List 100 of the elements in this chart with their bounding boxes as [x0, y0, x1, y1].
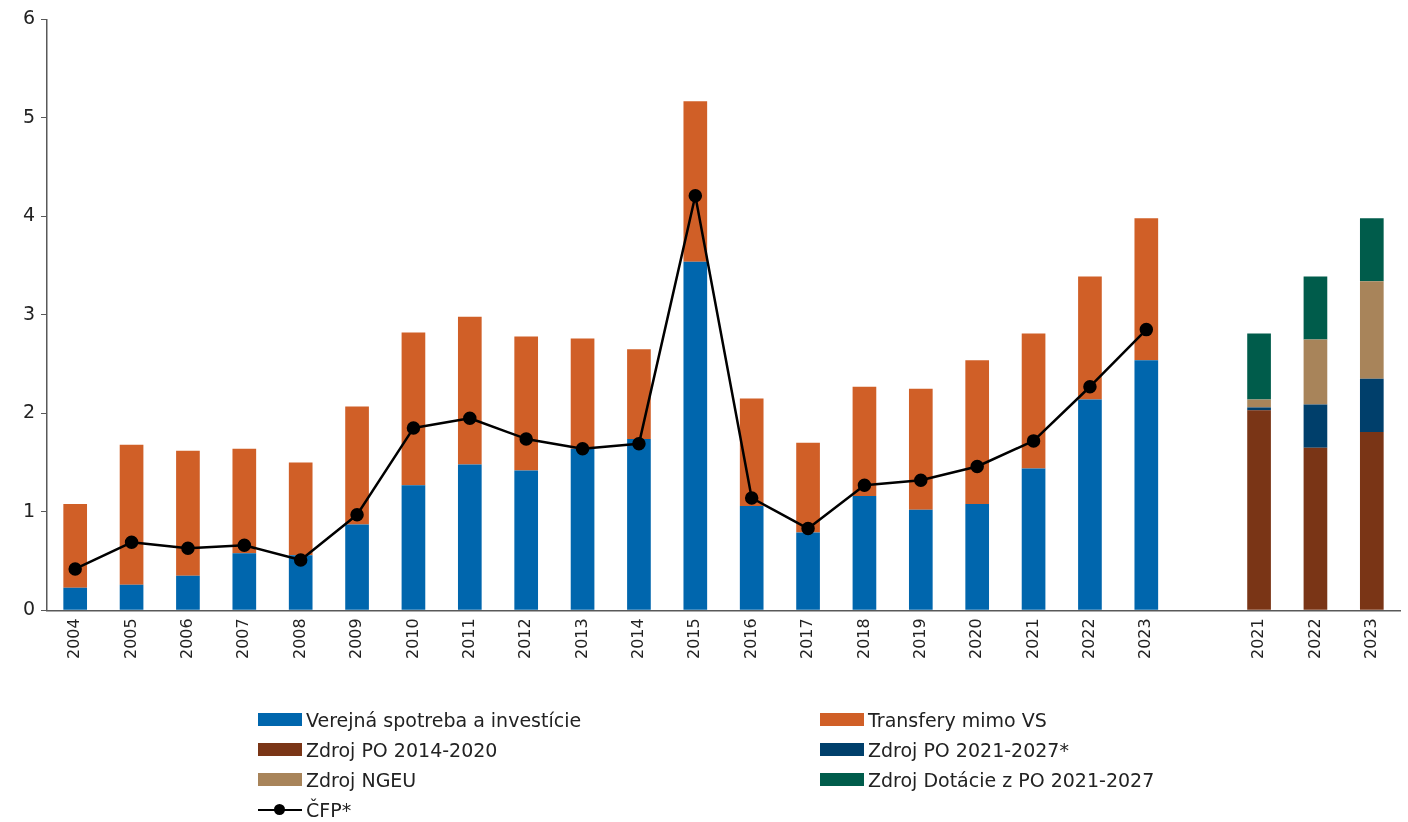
- bar: [1021, 468, 1046, 610]
- x-tick-label: 2020: [966, 618, 986, 659]
- bar: [119, 584, 144, 610]
- point: [857, 478, 872, 492]
- bar: [1303, 276, 1328, 340]
- bar: [1078, 276, 1102, 400]
- bar: [1021, 333, 1046, 469]
- bar: [1303, 404, 1328, 448]
- bar: [1247, 407, 1271, 411]
- point: [801, 521, 815, 536]
- x-tick-label: 2021: [1022, 618, 1042, 659]
- bar: [796, 442, 820, 533]
- x-tick-label: 2017: [797, 618, 817, 659]
- y-tick-label: 6: [22, 6, 35, 29]
- x-tick-label: 2023: [1360, 618, 1380, 659]
- bar: [908, 509, 933, 610]
- bar: [119, 444, 144, 585]
- bar: [1303, 339, 1328, 405]
- y-tick-label: 1: [22, 498, 35, 521]
- point: [293, 553, 308, 567]
- point: [1139, 322, 1154, 337]
- legend-label: Verejná spotreba a investície: [306, 708, 582, 731]
- legend-label: Zdroj Dotácie z PO 2021-2027: [868, 768, 1155, 791]
- bar: [1359, 218, 1384, 282]
- x-tick-label: 2022: [1079, 618, 1099, 659]
- bar: [514, 470, 539, 610]
- x-tick-label: 2012: [515, 618, 535, 659]
- point: [237, 538, 252, 553]
- bar: [1078, 399, 1102, 610]
- point: [1026, 434, 1041, 448]
- x-tick-label: 2008: [289, 618, 309, 659]
- bar: [1303, 447, 1328, 610]
- bar: [1247, 333, 1271, 400]
- x-tick-label: 2023: [1135, 618, 1155, 659]
- y-tick-label: 4: [22, 203, 35, 226]
- legend-label: Zdroj NGEU: [306, 768, 417, 791]
- x-tick-label: 2007: [233, 618, 253, 659]
- x-tick-label: 2022: [1304, 618, 1324, 659]
- bar: [1247, 410, 1271, 610]
- bar: [457, 316, 482, 465]
- point: [406, 421, 421, 435]
- bar: [345, 524, 369, 610]
- bar: [739, 505, 764, 610]
- y-tick-label: 5: [22, 104, 35, 127]
- bar: [796, 532, 820, 610]
- bar: [908, 388, 933, 510]
- bar: [965, 360, 990, 504]
- bar: [63, 503, 88, 588]
- x-tick-label: 2018: [853, 618, 873, 659]
- point: [1083, 379, 1097, 394]
- bar: [627, 349, 651, 439]
- x-tick-label: 2014: [628, 618, 648, 659]
- bar: [852, 386, 877, 497]
- legend-label: ČFP*: [306, 798, 352, 821]
- x-tick-label: 2019: [909, 618, 929, 659]
- y-tick-label: 2: [22, 400, 35, 423]
- legend-label: Transfery mimo VS: [868, 708, 1047, 731]
- point: [68, 562, 82, 576]
- bar: [570, 338, 595, 449]
- x-tick-label: 2011: [458, 618, 478, 659]
- bar: [232, 553, 257, 610]
- point: [914, 473, 928, 488]
- point: [970, 459, 984, 474]
- bar: [288, 462, 313, 556]
- x-tick-label: 2021: [1248, 618, 1268, 659]
- point: [181, 541, 195, 555]
- bar: [176, 575, 200, 610]
- bar: [63, 587, 88, 610]
- point: [124, 535, 139, 550]
- bar: [852, 496, 877, 610]
- x-tick-label: 2015: [684, 618, 704, 659]
- x-tick-label: 2013: [571, 618, 591, 659]
- bar: [232, 448, 257, 554]
- bar: [1134, 360, 1159, 610]
- bar: [1359, 432, 1384, 610]
- bar: [1247, 399, 1271, 408]
- bar: [1359, 378, 1384, 433]
- point: [463, 411, 477, 425]
- x-tick-label: 2006: [177, 618, 197, 659]
- legend-label: Zdroj PO 2014-2020: [306, 738, 498, 761]
- bar: [457, 464, 482, 610]
- x-tick-label: 2004: [64, 618, 84, 659]
- bar: [965, 503, 990, 610]
- x-tick-label: 2005: [120, 618, 140, 659]
- bar: [345, 406, 369, 525]
- point: [350, 508, 364, 522]
- bar: [627, 438, 651, 610]
- x-tick-label: 2009: [346, 618, 366, 659]
- bar: [683, 261, 708, 610]
- y-tick-label: 0: [22, 597, 35, 620]
- point: [519, 432, 533, 446]
- point: [744, 491, 759, 505]
- x-tick-label: 2016: [740, 618, 760, 659]
- bar: [401, 332, 426, 486]
- point: [632, 437, 646, 451]
- bar: [570, 448, 595, 610]
- y-tick-label: 3: [22, 301, 35, 324]
- x-tick-label: 2010: [402, 618, 422, 659]
- point: [575, 442, 590, 456]
- bar: [514, 336, 539, 471]
